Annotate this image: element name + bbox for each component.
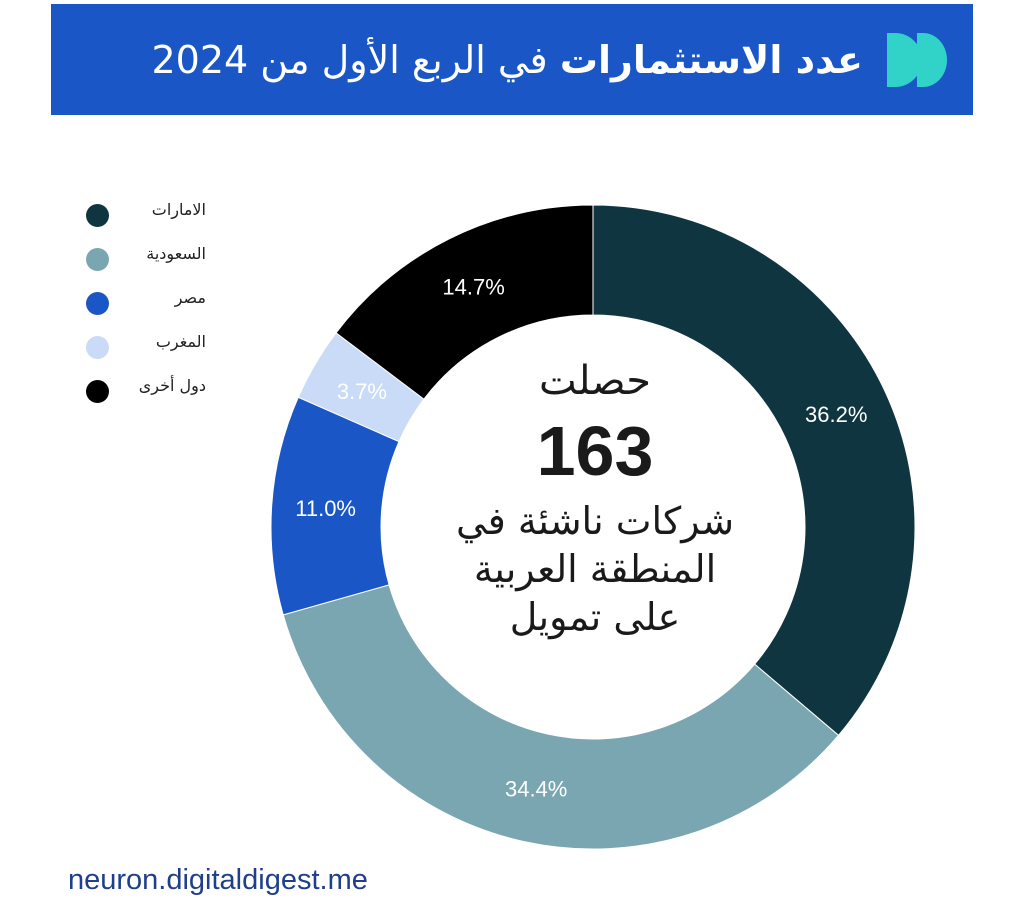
- chart-title-bold: عدد الاستثمارات: [559, 38, 863, 82]
- slice-value-label: 34.4%: [505, 776, 567, 801]
- donut-slice: [282, 584, 840, 850]
- legend-label: المغرب: [155, 332, 206, 351]
- center-caption-body: شركات ناشئة في المنطقة العربية على تمويل: [395, 497, 795, 641]
- legend-item: السعودية: [86, 242, 226, 286]
- legend-swatch: [86, 336, 109, 359]
- center-caption-top: حصلت: [539, 358, 651, 404]
- legend-swatch: [86, 380, 109, 403]
- slice-value-label: 36.2%: [805, 402, 867, 427]
- title-banner: عدد الاستثمارات في الربع الأول من 2024: [51, 4, 973, 115]
- legend-label: مصر: [174, 288, 206, 307]
- chart-legend: الامارات السعودية مصر المغرب دول أخرى: [86, 198, 226, 418]
- chart-title: عدد الاستثمارات في الربع الأول من 2024: [151, 36, 863, 84]
- center-caption-line-2: المنطقة العربية: [473, 547, 717, 591]
- legend-swatch: [86, 248, 109, 271]
- legend-item: دول أخرى: [86, 374, 226, 418]
- center-caption: حصلت 163 شركات ناشئة في المنطقة العربية …: [395, 355, 795, 641]
- center-caption-line-3: على تمويل: [509, 595, 681, 639]
- center-caption-number: 163: [536, 412, 654, 490]
- chart-title-rest: في الربع الأول من 2024: [151, 38, 548, 82]
- slice-value-label: 11.0%: [295, 496, 356, 521]
- legend-label: الامارات: [151, 200, 206, 219]
- brand-logo-icon: [887, 33, 947, 87]
- slice-value-label: 3.7%: [337, 379, 387, 404]
- legend-item: الامارات: [86, 198, 226, 242]
- donut-slice: [335, 204, 594, 400]
- center-caption-line-1: شركات ناشئة في: [455, 499, 735, 543]
- legend-swatch: [86, 204, 109, 227]
- slice-value-label: 14.7%: [442, 275, 504, 300]
- legend-label: دول أخرى: [138, 376, 206, 395]
- source-link[interactable]: neuron.digitaldigest.me: [68, 864, 368, 896]
- legend-swatch: [86, 292, 109, 315]
- legend-item: المغرب: [86, 330, 226, 374]
- donut-slice: [592, 204, 916, 737]
- legend-item: مصر: [86, 286, 226, 330]
- legend-label: السعودية: [146, 244, 206, 263]
